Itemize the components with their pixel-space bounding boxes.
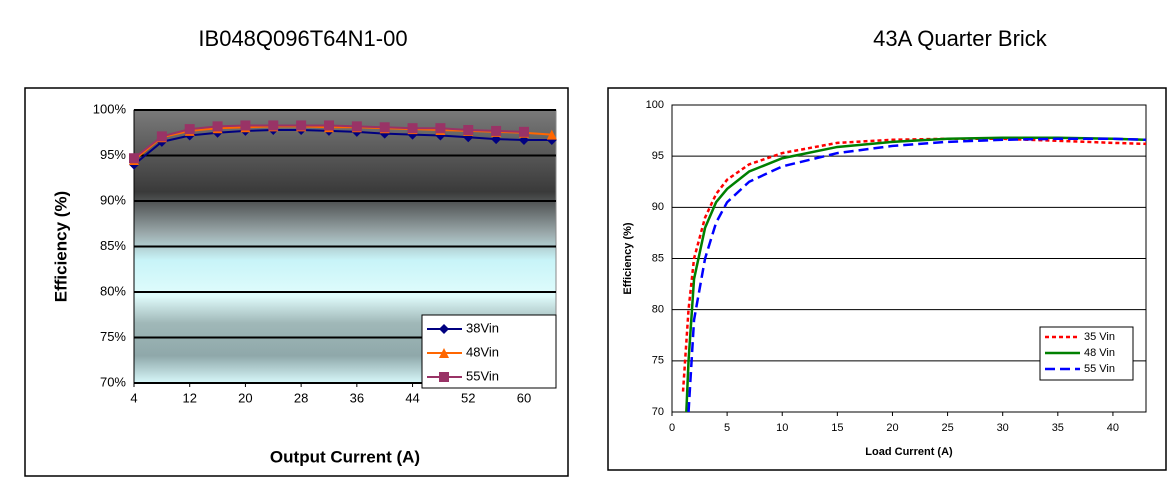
- y-tick-label: 75: [652, 355, 664, 367]
- chart-title: 43A Quarter Brick: [873, 26, 1048, 51]
- marker: [296, 120, 307, 131]
- y-tick-label: 85: [652, 252, 664, 264]
- x-tick-label: 5: [724, 422, 730, 434]
- y-axis-label: Efficiency (%): [51, 191, 70, 302]
- marker: [435, 123, 446, 134]
- x-tick-label: 0: [669, 422, 675, 434]
- marker: [546, 129, 557, 140]
- x-tick-label: 20: [238, 390, 252, 405]
- y-tick-label: 80%: [100, 283, 126, 298]
- marker: [463, 125, 474, 136]
- x-tick-label: 10: [776, 422, 788, 434]
- marker: [407, 123, 418, 134]
- marker: [439, 324, 449, 334]
- legend-label: 55 Vin: [1084, 363, 1115, 375]
- x-tick-label: 60: [517, 390, 531, 405]
- marker: [268, 120, 279, 131]
- x-tick-label: 20: [886, 422, 898, 434]
- x-tick-label: 25: [941, 422, 953, 434]
- y-axis-label: Efficiency (%): [622, 222, 634, 294]
- x-tick-label: 36: [350, 390, 364, 405]
- y-tick-label: 100%: [93, 101, 127, 116]
- marker: [156, 131, 167, 142]
- y-tick-label: 90%: [100, 192, 126, 207]
- y-tick-label: 85%: [100, 238, 126, 253]
- x-tick-label: 4: [130, 390, 137, 405]
- x-tick-label: 40: [1107, 422, 1119, 434]
- legend-label: 48 Vin: [1084, 347, 1115, 359]
- x-tick-label: 12: [182, 390, 196, 405]
- marker: [240, 120, 251, 131]
- x-tick-label: 28: [294, 390, 308, 405]
- legend-label: 38Vin: [466, 320, 499, 335]
- series-line: [133, 129, 552, 166]
- marker: [212, 121, 223, 132]
- y-tick-label: 70: [652, 406, 664, 418]
- marker: [439, 348, 449, 358]
- marker: [184, 124, 195, 135]
- marker: [323, 120, 334, 131]
- marker: [351, 121, 362, 132]
- x-tick-label: 35: [1052, 422, 1064, 434]
- y-tick-label: 70%: [100, 374, 126, 389]
- x-tick-label: 44: [405, 390, 419, 405]
- legend-label: 48Vin: [466, 344, 499, 359]
- plot-content: [129, 120, 557, 170]
- series-line: [685, 136, 1146, 412]
- x-tick-label: 15: [831, 422, 843, 434]
- x-tick-label: 52: [461, 390, 475, 405]
- legend-label: 35 Vin: [1084, 331, 1115, 343]
- y-tick-label: 75%: [100, 329, 126, 344]
- marker: [491, 125, 502, 136]
- y-tick-label: 90: [652, 201, 664, 213]
- plot-content: [681, 136, 1146, 412]
- legend-label: 55Vin: [466, 368, 499, 383]
- y-tick-label: 95: [652, 150, 664, 162]
- x-axis-label: Load Current (A): [865, 446, 953, 458]
- marker: [439, 372, 449, 382]
- marker: [379, 122, 390, 133]
- chart-title: IB048Q096T64N1-00: [198, 26, 407, 51]
- marker: [129, 153, 139, 164]
- y-tick-label: 95%: [100, 147, 126, 162]
- y-tick-label: 80: [652, 304, 664, 316]
- marker: [518, 126, 529, 137]
- x-tick-label: 30: [997, 422, 1009, 434]
- y-tick-label: 100: [646, 99, 664, 111]
- x-axis-label: Output Current (A): [270, 447, 420, 466]
